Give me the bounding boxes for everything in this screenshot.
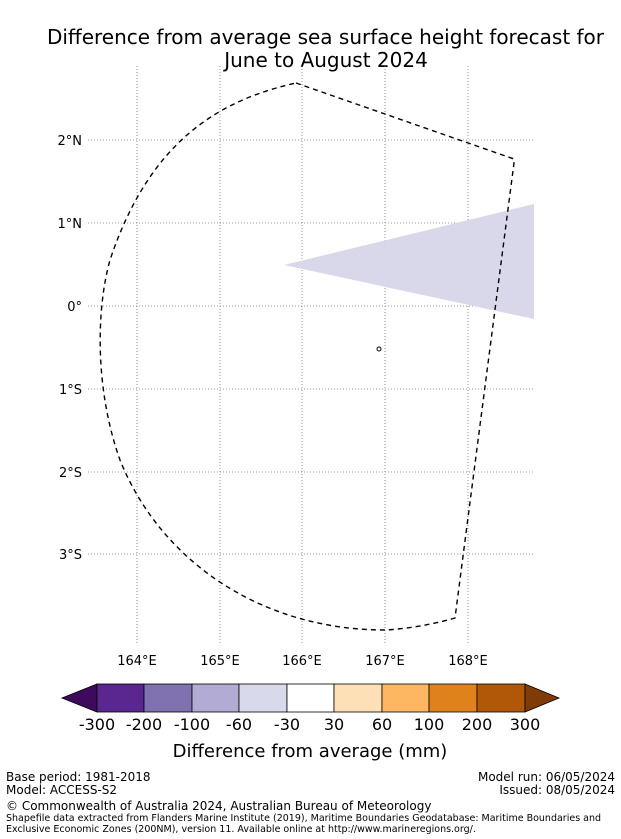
lon-label-165e: 165°E [200, 654, 240, 669]
colorbar-bin-3 [191, 683, 240, 713]
lat-label-3s: 3°S [59, 548, 82, 563]
colorbar-tick: -300 [79, 715, 115, 734]
shapefile-credit-line-1: Shapefile data extracted from Flanders M… [6, 813, 602, 824]
colorbar-tick: -100 [174, 715, 210, 734]
model-name: Model: ACCESS-S2 [6, 783, 118, 797]
colorbar-tick: 300 [510, 715, 541, 734]
colorbar-bin-5 [286, 683, 335, 713]
lon-label-166e: 166°E [282, 654, 322, 669]
colorbar-extend-low [60, 683, 98, 713]
lon-label-167e: 167°E [365, 654, 405, 669]
lon-label-168e: 168°E [448, 654, 488, 669]
lat-label-1s: 1°S [59, 383, 82, 398]
colorbar-tick: 100 [414, 715, 445, 734]
gridlines [88, 66, 534, 644]
colorbar-extend-high [524, 683, 561, 713]
chart-title-line-1: Difference from average sea surface heig… [46, 25, 605, 49]
colorbar-bin-2 [143, 683, 193, 713]
model-run-date: Model run: 06/05/2024 [477, 770, 615, 784]
colorbar-tick: 200 [462, 715, 493, 734]
colorbar [60, 683, 561, 713]
colorbar-tick: 30 [324, 715, 344, 734]
lat-label-2s: 2°S [59, 466, 82, 481]
chart-title-line-2: June to August 2024 [224, 48, 428, 72]
lat-label-1n: 1°N [58, 217, 83, 232]
colorbar-tick: -200 [126, 715, 162, 734]
colorbar-tick: -60 [226, 715, 252, 734]
colorbar-bin-1 [96, 683, 145, 713]
colorbar-bin-8 [428, 683, 478, 713]
lat-label-2n: 2°N [58, 134, 83, 149]
base-period: Base period: 1981-2018 [6, 770, 151, 784]
lat-label-0: 0° [67, 300, 82, 315]
colorbar-tick: -30 [274, 715, 300, 734]
issued-date: Issued: 08/05/2024 [499, 783, 615, 797]
eez-boundary [99, 82, 515, 631]
colorbar-label: Difference from average (mm) [173, 741, 448, 762]
shaded-anomaly-region [284, 204, 534, 319]
lon-label-164e: 164°E [117, 654, 157, 669]
colorbar-bin-4 [238, 683, 288, 713]
shapefile-credit-line-2: Exclusive Economic Zones (200NM), versio… [6, 824, 476, 835]
colorbar-bin-7 [381, 683, 430, 713]
colorbar-bin-6 [333, 683, 383, 713]
copyright-notice: © Commonwealth of Australia 2024, Austra… [6, 799, 432, 813]
colorbar-tick: 60 [372, 715, 392, 734]
island-marker [376, 346, 382, 352]
colorbar-bin-9 [476, 683, 526, 713]
